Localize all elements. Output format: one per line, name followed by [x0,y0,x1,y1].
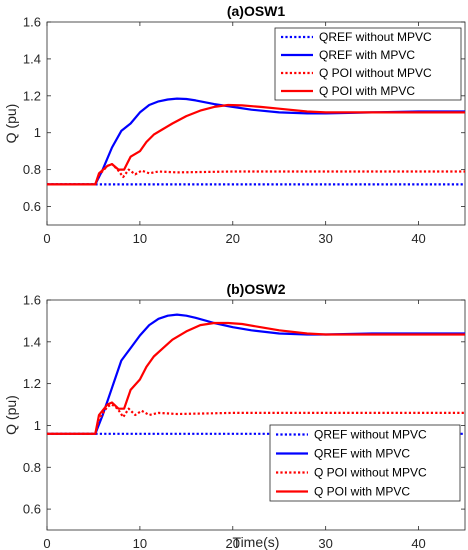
legend-label: QREF without MPVC [319,30,432,44]
legend-box [269,424,461,502]
x-tick-label: 0 [43,536,50,550]
x-tick-label: 20 [226,536,240,550]
y-tick-label: 0.8 [23,162,41,177]
y-tick-label: 0.8 [23,460,41,475]
series-line-3 [47,163,465,186]
legend: QREF without MPVC QREF with MPVC Q POI wit… [274,27,462,101]
x-tick-label: 40 [411,231,425,246]
y-tick-label: 1.2 [23,376,41,391]
x-tick-label: 30 [318,536,332,550]
y-tick-label: 0.6 [23,199,41,214]
y-tick-label: 1.4 [23,334,41,349]
x-axis-label: Time(s) [233,534,280,550]
y-tick-label: 1.6 [23,293,41,308]
series-line-4 [47,321,465,435]
y-axis-label: Q (pu) [3,104,19,144]
legend-label: Q POI without MPVC [319,66,432,80]
chart-title: (a)OSW1 [227,3,286,19]
y-tick-label: 1.2 [23,88,41,103]
legend-label: QREF without MPVC [314,428,427,442]
x-tick-label: 10 [133,536,147,550]
y-tick-label: 0.6 [23,502,41,517]
chart-panel-b: 0 10 20 30 40 0.6 0.8 1 1.2 1.4 1.6 (b)OSW2 Q (pu) Ti… [3,281,466,550]
x-tick-label: 30 [318,231,332,246]
series-line-3 [47,403,465,435]
y-axis-label: Q (pu) [3,395,19,435]
y-tick-label: 1 [34,125,41,140]
y-tick-label: 1.6 [23,15,41,30]
y-tick-label: 1.4 [23,51,41,66]
legend: QREF without MPVC QREF with MPVC Q POI wit… [269,424,461,502]
x-tick-label: 10 [133,231,147,246]
legend-label: Q POI without MPVC [314,466,427,480]
series-line-4 [47,103,465,186]
legend-label: Q POI with MPVC [319,84,415,98]
series-line-2 [47,97,465,186]
series-group [47,97,465,186]
legend-label: QREF with MPVC [319,48,415,62]
x-tick-label: 40 [411,536,425,550]
chart-title: (b)OSW2 [226,281,285,297]
x-tick-label: 20 [226,231,240,246]
chart-panel-a: 0 10 20 30 40 0.6 0.8 1 1.2 1.4 1.6 (a)OSW1 Q (pu) QR… [3,3,466,246]
legend-label: Q POI with MPVC [314,485,410,499]
legend-box [274,27,462,101]
y-tick-label: 1 [34,418,41,433]
legend-label: QREF with MPVC [314,447,410,461]
x-tick-label: 0 [43,231,50,246]
